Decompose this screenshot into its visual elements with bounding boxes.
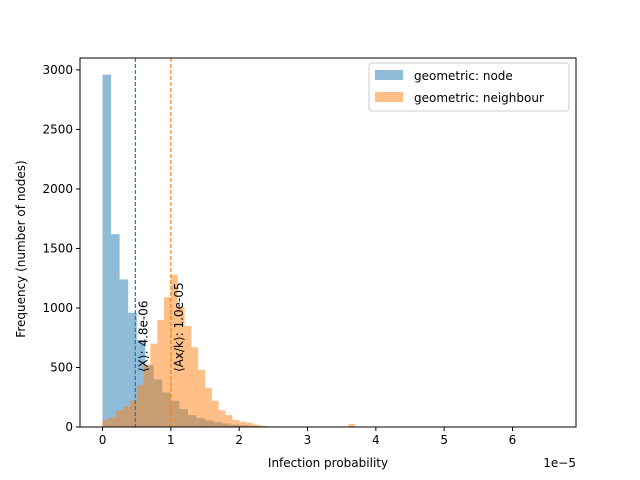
x-tick-label: 5 [440,433,448,447]
mean-lines: ⟨X⟩: 4.8e-06 ⟨Ax/k⟩: 1.0e-05 [134,58,186,427]
x-tick-label: 0 [99,433,107,447]
histogram-bar [191,347,199,427]
histogram-bar [123,406,130,427]
y-tick-label: 0 [65,420,73,434]
mean-line-label: ⟨X⟩: 4.8e-06 [136,300,150,372]
histogram-bar [198,369,206,427]
histogram-bar [157,319,165,427]
x-tick-label: 6 [509,433,517,447]
mean-line-label: ⟨Ax/k⟩: 1.0e-05 [172,282,186,372]
histogram-bar [102,419,110,427]
legend-label-neighbour: geometric: neighbour [414,91,544,105]
histogram-bar [218,410,226,427]
histogram-bar [211,400,219,427]
axes [79,57,577,428]
histogram-bar [150,343,158,427]
histogram-bar [225,415,233,427]
histogram-bar [232,419,240,427]
histogram-bar [111,234,120,427]
x-axis-offset-label: 1e−5 [543,456,576,470]
x-axis-label: Infection probability [268,456,388,470]
histogram-bar [109,417,117,427]
legend: geometric: node geometric: neighbour [368,62,570,112]
histogram-bar [129,400,137,427]
histogram-bar [177,306,185,427]
histogram-bar [128,312,137,427]
histogram-bar [170,274,178,427]
histogram-bar [102,74,112,427]
legend-frame [368,62,570,112]
histogram-bar [239,421,247,427]
histogram-bar [259,425,267,427]
axis-ticks: 0 1 2 3 4 5 6 0 500 1000 1500 2000 2500 3000 [42,63,516,447]
y-tick-label: 1000 [42,301,73,315]
histogram-bar [119,279,129,427]
histogram-bar [164,297,171,427]
histogram-bar [184,325,192,427]
y-tick-label: 1500 [42,241,73,255]
histogram-bar [136,385,144,427]
x-tick-label: 2 [235,433,243,447]
x-tick-label: 1 [167,433,175,447]
legend-swatch-neighbour [375,92,403,102]
histogram-bar [116,410,124,427]
histogram-bar [136,340,146,427]
neighbour-series-bars [102,274,356,427]
y-axis-label: Frequency (number of nodes) [14,160,28,337]
legend-label-node: geometric: node [414,69,513,83]
legend-swatch-node [375,70,403,80]
histogram-bar [348,424,356,427]
histogram-bar [252,424,260,427]
y-tick-label: 2500 [42,122,73,136]
y-tick-label: 2000 [42,182,73,196]
histogram-bar [205,387,212,427]
x-tick-label: 4 [372,433,380,447]
x-tick-label: 3 [304,433,312,447]
y-tick-label: 3000 [42,63,73,77]
plot-frame [79,57,577,428]
histogram-bar [143,365,151,427]
y-tick-label: 500 [50,360,73,374]
histogram-bar [246,422,253,427]
